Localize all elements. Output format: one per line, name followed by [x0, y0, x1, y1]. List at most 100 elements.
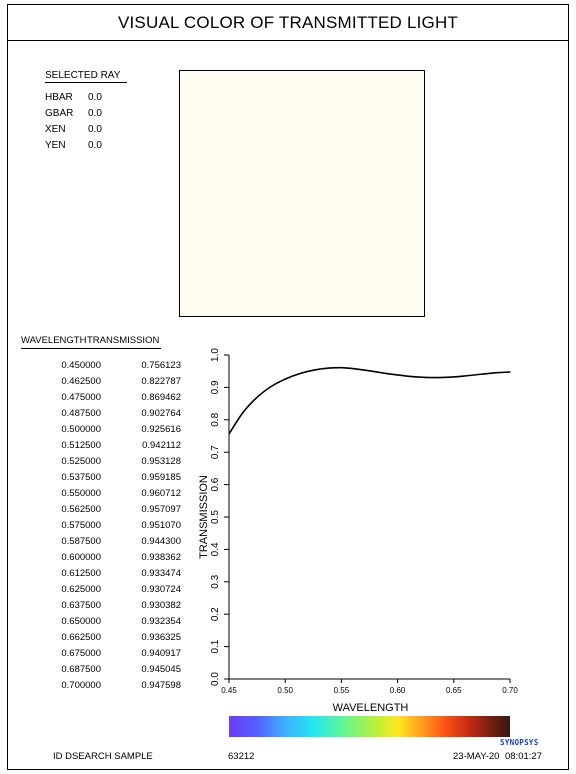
transmission-cell: 0.953128 — [141, 455, 181, 467]
y-tick-label: 0.4 — [210, 542, 221, 556]
page-frame: VISUAL COLOR OF TRANSMITTED LIGHT — [7, 4, 569, 770]
data-point — [340, 367, 342, 369]
y-tick-label: 1.0 — [210, 348, 221, 362]
data-point — [368, 370, 371, 372]
wavelength-cell: 0.662500 — [61, 631, 101, 643]
transmission-cell: 0.957097 — [141, 503, 181, 515]
table-row: 0.525000 0.953128 — [21, 453, 181, 469]
data-point — [467, 375, 469, 377]
data-point — [397, 374, 399, 376]
wavelength-cell: 0.587500 — [61, 535, 101, 547]
transmission-cell: 0.869462 — [141, 391, 181, 403]
y-tick-label: 0.0 — [210, 672, 221, 686]
table-row: 0.487500 0.902764 — [21, 405, 181, 421]
page-title: VISUAL COLOR OF TRANSMITTED LIGHT — [8, 5, 568, 41]
wavelength-cell: 0.650000 — [61, 615, 101, 627]
wavelength-cell: 0.537500 — [61, 471, 101, 483]
y-tick-label: 0.7 — [210, 445, 221, 459]
footer-time: 08:01:27 — [505, 751, 542, 762]
footer-number: 63212 — [228, 751, 255, 762]
y-tick-label: 0.3 — [210, 574, 221, 588]
wavelength-cell: 0.562500 — [61, 503, 101, 515]
wavelength-cell: 0.450000 — [61, 359, 101, 371]
table-row: 0.587500 0.944300 — [21, 533, 181, 549]
wavelength-cell: 0.612500 — [61, 567, 101, 579]
ray-key: GBAR — [45, 107, 74, 119]
col-header-transmission: TRANSMISSION — [87, 335, 160, 346]
transmission-cell: 0.938362 — [141, 551, 181, 563]
table-row: 0.675000 0.940917 — [21, 645, 181, 661]
data-point — [354, 368, 357, 370]
y-tick-label: 0.1 — [210, 639, 221, 653]
ray-value: 0.0 — [88, 107, 102, 119]
ray-key: HBAR — [45, 91, 73, 103]
wavelength-cell: 0.600000 — [61, 551, 101, 563]
table-row: 0.500000 0.925616 — [21, 421, 181, 437]
transmission-cell: 0.902764 — [141, 407, 181, 419]
table-header: WAVELENGTH TRANSMISSION — [21, 335, 161, 349]
x-tick-label: 0.65 — [446, 686, 462, 695]
wavelength-cell: 0.462500 — [61, 375, 101, 387]
data-point — [242, 411, 244, 414]
x-tick-label: 0.70 — [502, 686, 518, 695]
transmission-cell: 0.960712 — [141, 487, 181, 499]
table-row: 0.550000 0.960712 — [21, 485, 181, 501]
table-row: 0.512500 0.942112 — [21, 437, 181, 453]
ray-key: XEN — [45, 123, 66, 135]
transmission-cell: 0.756123 — [141, 359, 181, 371]
transmission-cell: 0.925616 — [141, 423, 181, 435]
x-tick-label: 0.45 — [221, 686, 237, 695]
table-row: 0.475000 0.869462 — [21, 389, 181, 405]
spectrum-bar — [229, 716, 510, 737]
table-row: 0.600000 0.938362 — [21, 549, 181, 565]
wavelength-cell: 0.637500 — [61, 599, 101, 611]
y-tick-label: 0.5 — [210, 510, 221, 524]
wavelength-cell: 0.487500 — [61, 407, 101, 419]
table-row: 0.625000 0.930724 — [21, 581, 181, 597]
x-tick-label: 0.60 — [390, 686, 406, 695]
wavelength-cell: 0.687500 — [61, 663, 101, 675]
wavelength-cell: 0.700000 — [61, 679, 101, 691]
footer-id: ID DSEARCH SAMPLE — [53, 751, 153, 762]
selected-ray-row: YEN 0.0 — [45, 137, 127, 153]
ray-value: 0.0 — [88, 123, 102, 135]
y-axis-label: TRANSMISSION — [198, 475, 210, 559]
table-row: 0.700000 0.947598 — [21, 677, 181, 693]
data-point — [439, 376, 441, 379]
data-point — [425, 376, 427, 379]
transmission-cell: 0.822787 — [141, 375, 181, 387]
table-row: 0.612500 0.933474 — [21, 565, 181, 581]
table-row: 0.650000 0.932354 — [21, 613, 181, 629]
data-point — [411, 375, 413, 378]
ray-value: 0.0 — [88, 139, 102, 151]
data-point — [270, 385, 272, 388]
y-tick-label: 0.9 — [210, 380, 221, 394]
wavelength-cell: 0.512500 — [61, 439, 101, 451]
table-row: 0.637500 0.930382 — [21, 597, 181, 613]
data-point — [256, 396, 258, 398]
x-tick-label: 0.55 — [334, 686, 350, 695]
transmission-table: WAVELENGTH TRANSMISSION 0.450000 0.756123… — [21, 335, 181, 693]
table-row: 0.537500 0.959185 — [21, 469, 181, 485]
transmission-cell: 0.951070 — [141, 519, 181, 531]
transmission-cell: 0.940917 — [141, 647, 181, 659]
selected-ray-panel: SELECTED RAY HBAR 0.0 GBAR 0.0 XEN 0.0 Y… — [45, 70, 127, 153]
brand-logo: SYNOPSYS — [500, 738, 539, 747]
wavelength-cell: 0.525000 — [61, 455, 101, 467]
footer-date: 23-MAY-20 — [453, 751, 500, 762]
col-header-wavelength: WAVELENGTH — [21, 335, 87, 346]
data-point — [481, 373, 483, 375]
wavelength-cell: 0.675000 — [61, 647, 101, 659]
data-point — [453, 376, 455, 378]
data-point — [298, 373, 300, 375]
wavelength-cell: 0.575000 — [61, 519, 101, 531]
table-row: 0.662500 0.936325 — [21, 629, 181, 645]
wavelength-cell: 0.500000 — [61, 423, 101, 435]
wavelength-cell: 0.550000 — [61, 487, 101, 499]
data-point — [284, 378, 286, 380]
table-body: 0.450000 0.756123 0.462500 0.822787 0.475000… — [21, 357, 181, 693]
y-tick-label: 0.8 — [210, 412, 221, 426]
data-point — [228, 433, 230, 435]
data-point — [509, 371, 511, 373]
